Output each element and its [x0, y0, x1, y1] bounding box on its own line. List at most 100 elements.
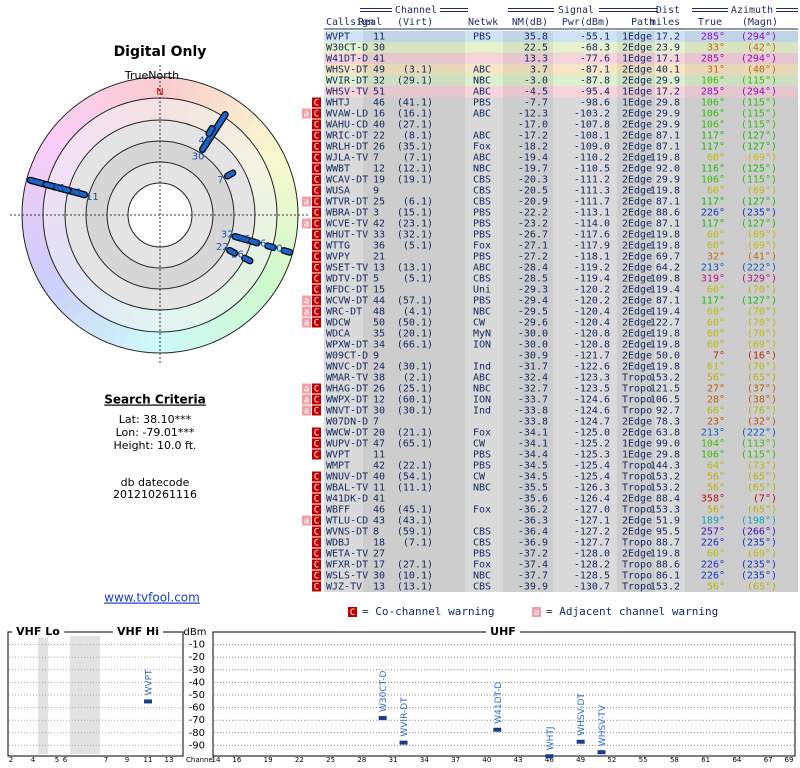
ring-sector	[220, 282, 243, 306]
co-channel-flag	[312, 405, 321, 416]
column-stripe	[617, 460, 655, 471]
table-cell: 22.5	[524, 43, 548, 54]
latitude: Lat: 38.10***	[119, 413, 192, 426]
table-cell: (127°)	[741, 296, 777, 307]
table-cell: 17	[373, 560, 385, 571]
column-stripe	[685, 471, 798, 482]
ring-sector	[276, 202, 298, 216]
table-cell: 49	[373, 65, 385, 76]
table-cell: 41	[373, 54, 385, 65]
ring-sector	[200, 85, 219, 110]
row-background	[324, 405, 798, 416]
table-cell: 2Edge	[622, 131, 652, 142]
ring-sector	[246, 165, 271, 183]
legend-symbol: a	[534, 608, 539, 618]
table-cell: WWBT	[326, 164, 350, 175]
column-stripe	[503, 295, 553, 306]
row-background	[324, 141, 798, 152]
ring-sector	[265, 255, 290, 274]
column-stripe	[363, 515, 465, 526]
table-cell: -119.4	[574, 274, 610, 285]
ring-sector	[91, 89, 112, 114]
column-stripe	[503, 174, 553, 185]
x-tick-label: 58	[670, 756, 679, 764]
warning-symbol: C	[314, 451, 319, 461]
table-cell: ABC	[473, 109, 491, 120]
table-cell: 153.2	[650, 373, 680, 384]
table-cell: 285°	[701, 87, 725, 98]
ring-sector	[273, 179, 297, 196]
table-cell: 13	[373, 582, 385, 593]
adjacent-channel-flag	[302, 306, 311, 317]
ring-sector	[40, 135, 65, 157]
table-cell: WMPT	[326, 461, 350, 472]
ring-sector	[92, 292, 113, 317]
warning-symbol: C	[314, 99, 319, 109]
table-cell: Tropo	[622, 560, 652, 571]
column-stripe	[685, 570, 798, 581]
ring-sector	[58, 147, 83, 168]
table-cell: (4.1)	[403, 307, 433, 318]
row-background	[324, 262, 798, 273]
co-channel-flag	[312, 284, 321, 295]
column-stripe	[503, 317, 553, 328]
x-tick-label: 55	[639, 756, 648, 764]
column-stripe	[617, 526, 655, 537]
signal-mark	[378, 716, 387, 721]
column-header: Callsign	[326, 17, 374, 28]
table-cell: 213°	[701, 263, 725, 274]
table-cell: -127.0	[574, 505, 610, 516]
warning-symbol: a	[304, 407, 309, 417]
table-cell: 88.7	[656, 538, 680, 549]
table-cell: (115°)	[741, 450, 777, 461]
column-stripe	[503, 229, 553, 240]
column-stripe	[363, 130, 465, 141]
co-channel-flag	[312, 570, 321, 581]
column-stripe	[685, 174, 798, 185]
table-cell: -19.7	[518, 164, 548, 175]
station-channel: 49	[198, 135, 211, 146]
table-cell: (10.1)	[397, 571, 433, 582]
warning-symbol: C	[314, 440, 319, 450]
table-cell: 121.5	[650, 384, 680, 395]
column-stripe	[617, 317, 655, 328]
table-cell: WDBJ	[326, 538, 350, 549]
column-stripe	[685, 482, 798, 493]
column-stripe	[685, 306, 798, 317]
table-cell: -23.2	[518, 219, 548, 230]
row-background	[324, 163, 798, 174]
ring-sector	[58, 262, 83, 283]
ring-sector	[84, 287, 106, 311]
ring-sector	[46, 281, 71, 304]
table-cell: ABC	[473, 65, 491, 76]
table-cell: ABC	[473, 373, 491, 384]
ring-sector	[129, 306, 144, 331]
table-cell: -111.3	[574, 186, 610, 197]
column-stripe	[617, 163, 655, 174]
table-cell: (7.1)	[403, 538, 433, 549]
legend-symbol: C	[350, 608, 355, 618]
table-cell: 153.3	[650, 505, 680, 516]
ring-sector	[77, 124, 100, 148]
ring-sector	[176, 99, 191, 124]
warning-symbol: a	[304, 110, 309, 120]
table-cell: 106°	[701, 98, 725, 109]
site-link[interactable]: www.tvfool.com	[104, 591, 200, 605]
ring-sector	[30, 254, 54, 274]
column-stripe	[617, 416, 655, 427]
warning-symbol: C	[314, 297, 319, 307]
row-background	[324, 86, 798, 97]
table-cell: (235°)	[741, 560, 777, 571]
table-cell: (70°)	[747, 329, 777, 340]
station-ray	[265, 243, 276, 250]
column-stripe	[503, 383, 553, 394]
co-channel-flag	[312, 163, 321, 174]
column-stripe	[685, 262, 798, 273]
table-cell: 13	[373, 263, 385, 274]
column-stripe	[363, 97, 465, 108]
table-cell: W30CT-D	[326, 43, 368, 54]
table-cell: 2Edge	[622, 186, 652, 197]
table-cell: (19.1)	[397, 175, 433, 186]
signal-mark	[144, 699, 152, 704]
column-stripe	[503, 262, 553, 273]
